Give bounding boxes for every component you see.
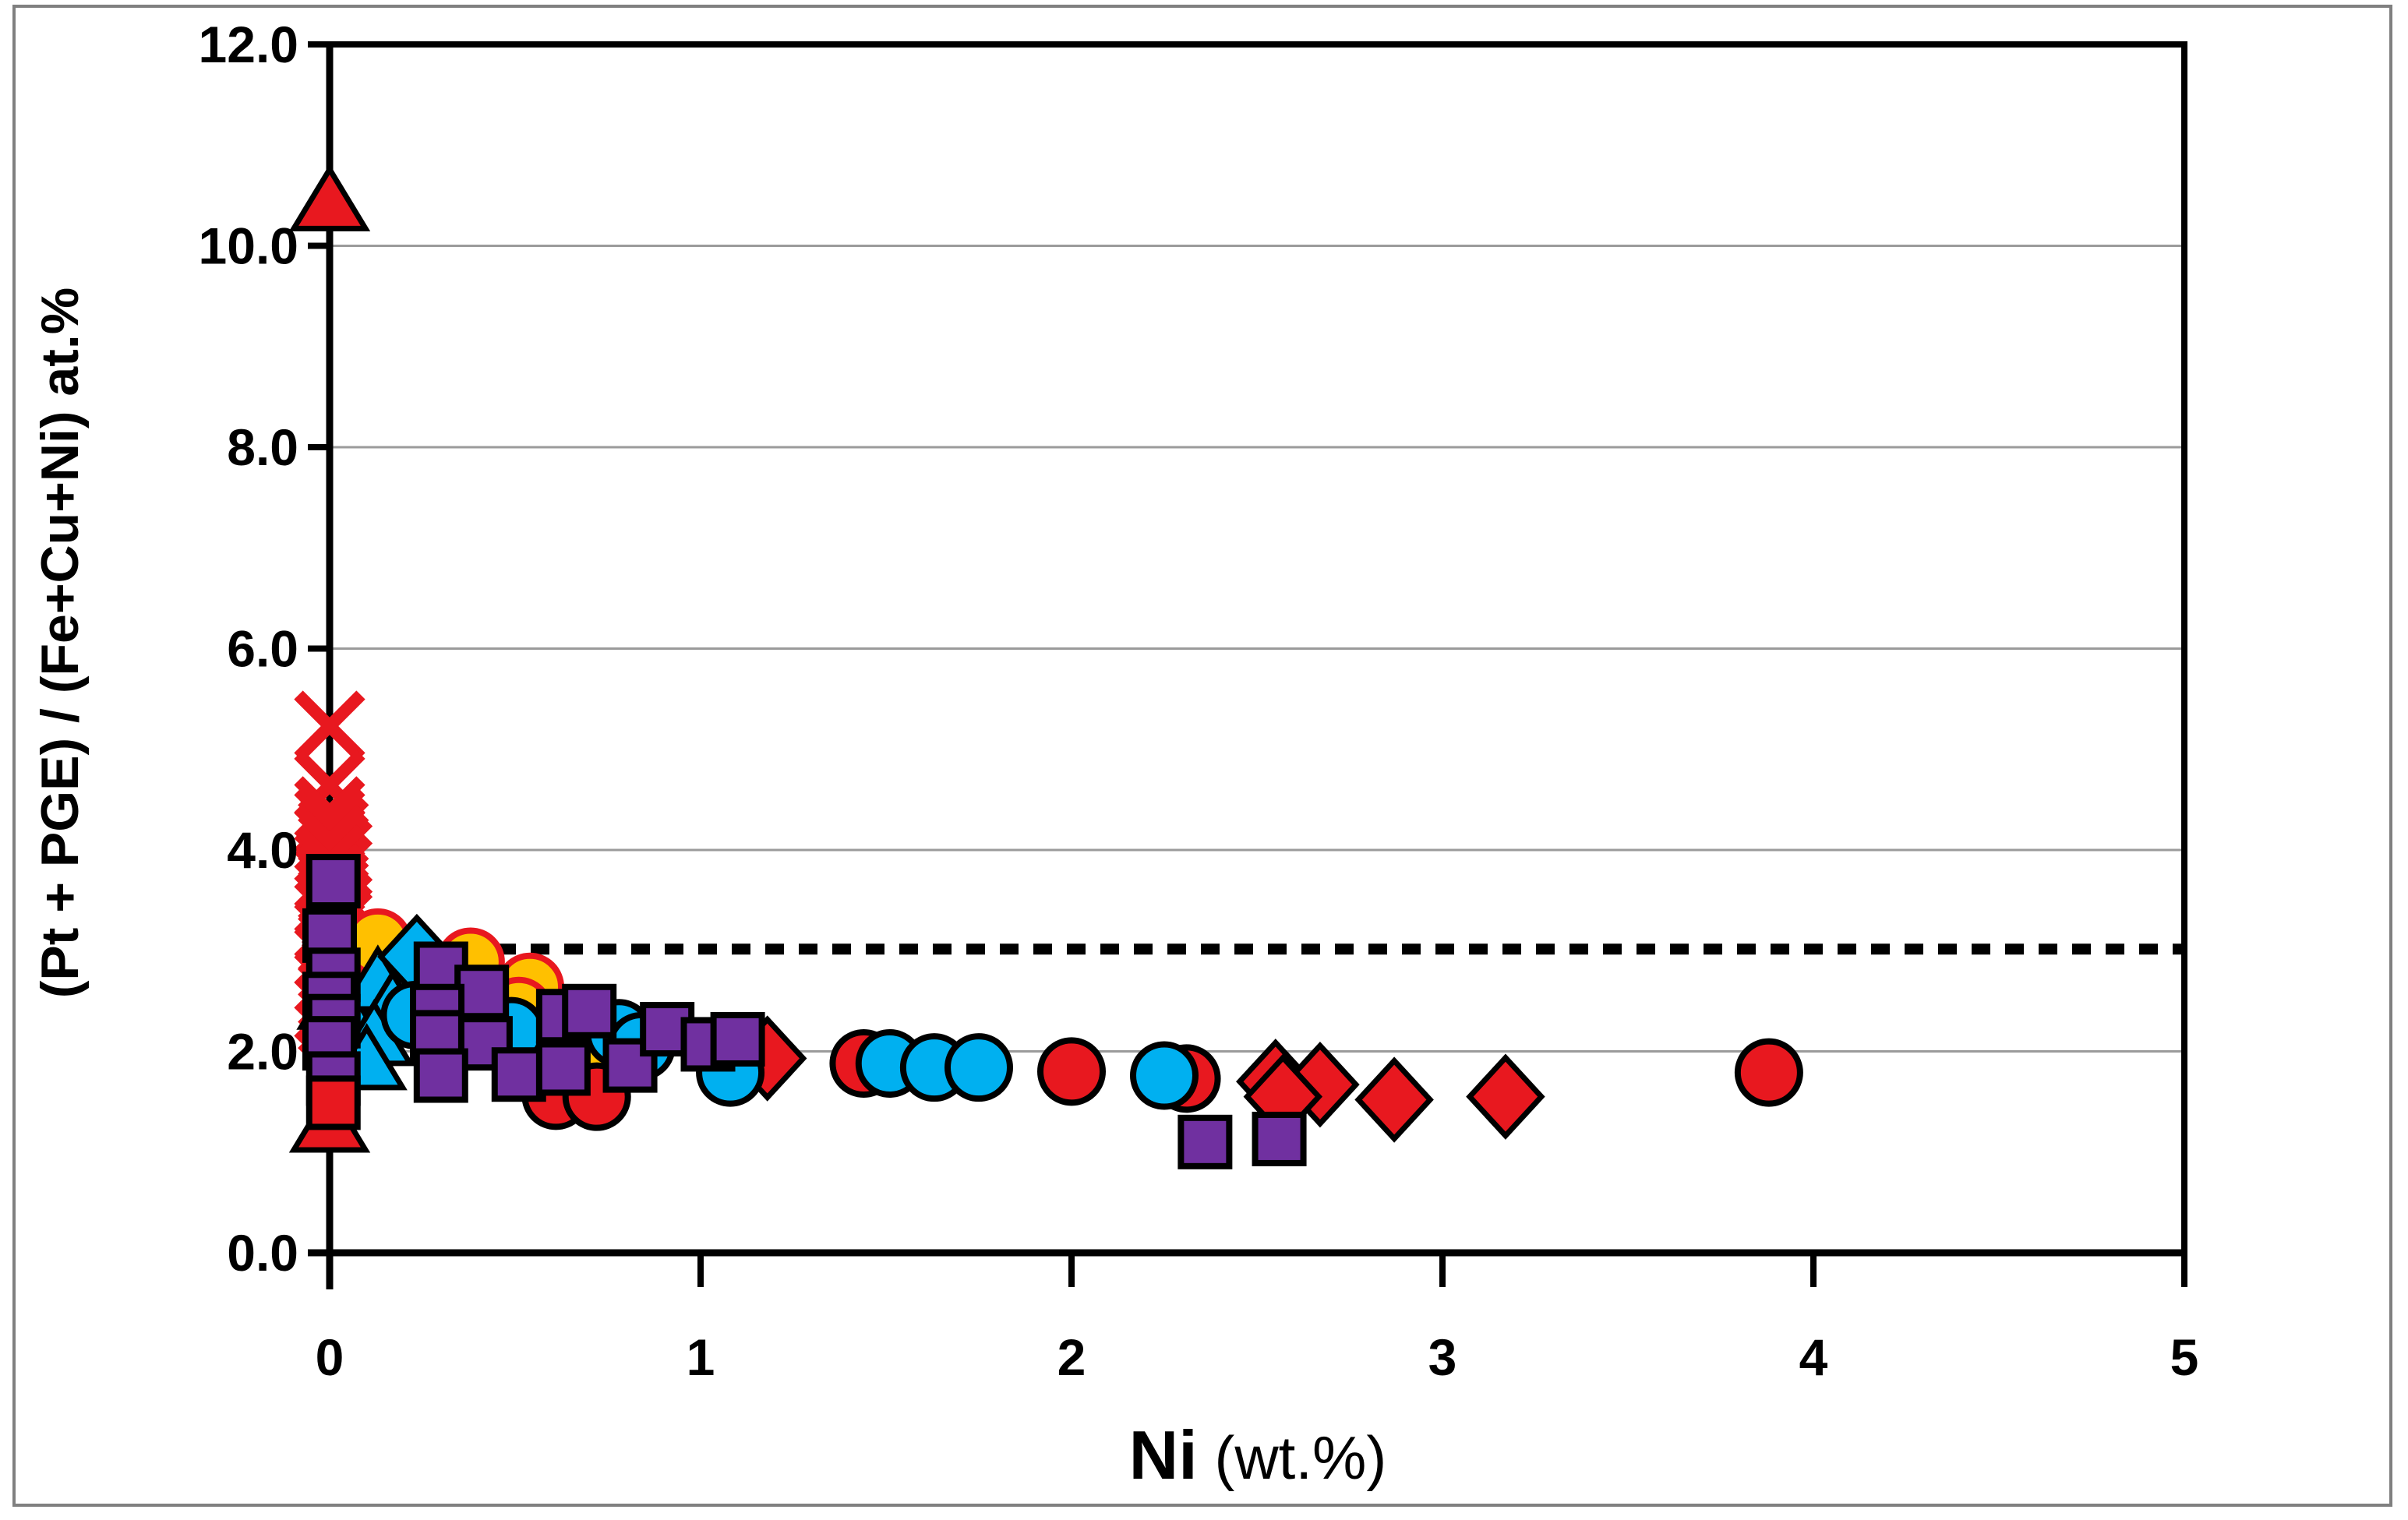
marker-circle [944, 1033, 1013, 1102]
x-axis-title-unit: (wt.%) [1198, 1423, 1387, 1492]
x-tick-label-2: 2 [1057, 1328, 1086, 1386]
y-tick-label-2.0: 2.0 [227, 1023, 298, 1081]
x-tick-label-5: 5 [2170, 1328, 2199, 1386]
outer-frame [12, 5, 2392, 1507]
marker-square [413, 1048, 468, 1103]
marker-square [454, 965, 510, 1020]
x-axis-title: Ni (wt.%) [1129, 1416, 1387, 1494]
y-tick-label-12.0: 12.0 [199, 16, 298, 73]
marker-square [305, 854, 361, 909]
marker-square [457, 1016, 513, 1071]
marker-circle [1734, 1038, 1803, 1107]
x-tick-labels: 0 1 2 3 4 5 [316, 1328, 2199, 1386]
y-axis-title: (Pt + PGE) / (Fe+Cu+Ni) at.% [30, 287, 90, 999]
series-purple-square [302, 854, 1307, 1169]
marker-square [1178, 1114, 1233, 1169]
y-tick-label-0.0: 0.0 [227, 1224, 298, 1282]
marker-square [710, 1011, 765, 1067]
marker-diamond [1354, 1056, 1434, 1143]
y-tick-label-8.0: 8.0 [227, 418, 298, 476]
marker-circle [1037, 1037, 1106, 1106]
marker-square [562, 983, 617, 1039]
y-tick-label-6.0: 6.0 [227, 620, 298, 678]
plot-root: 0.0 2.0 4.0 6.0 8.0 10.0 12.0 0 1 2 3 4 5 [12, 5, 2392, 1507]
marker-square [491, 1047, 546, 1102]
y-tick-labels: 0.0 2.0 4.0 6.0 8.0 10.0 12.0 [199, 16, 298, 1282]
series-red-diamond [727, 1015, 1545, 1143]
marker-diamond [1466, 1053, 1545, 1140]
x-tick-label-0: 0 [316, 1328, 344, 1386]
marker-x [294, 690, 365, 762]
marker-triangle [288, 164, 371, 231]
marker-square [305, 1075, 361, 1130]
marker-square [1252, 1111, 1307, 1166]
x-tick-label-4: 4 [1799, 1328, 1828, 1386]
marker-circle [1130, 1041, 1199, 1110]
y-tick-label-4.0: 4.0 [227, 821, 298, 879]
series-red-square [305, 1075, 361, 1130]
marker-square [535, 1041, 591, 1096]
x-tick-label-1: 1 [687, 1328, 715, 1386]
x-axis-title-element: Ni [1129, 1416, 1198, 1494]
y-tick-label-10.0: 10.0 [199, 217, 298, 275]
gridlines [330, 245, 2184, 1053]
x-tick-label-3: 3 [1428, 1328, 1457, 1386]
